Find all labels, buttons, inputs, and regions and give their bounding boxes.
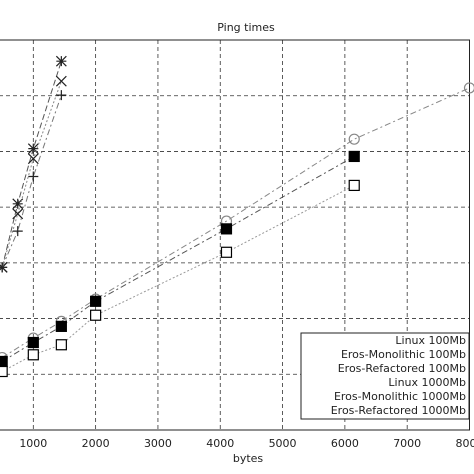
marker bbox=[27, 153, 39, 165]
marker bbox=[28, 171, 39, 182]
marker bbox=[27, 143, 39, 155]
marker bbox=[90, 309, 102, 321]
x-tick-label: 5000 bbox=[269, 437, 297, 450]
marker bbox=[12, 198, 24, 210]
x-tick-label: 7000 bbox=[393, 437, 421, 450]
marker bbox=[55, 339, 67, 351]
marker bbox=[12, 226, 23, 237]
x-tick-label: 3000 bbox=[144, 437, 172, 450]
marker bbox=[90, 295, 102, 307]
legend-label: Linux 1000Mb bbox=[388, 376, 466, 389]
legend-box bbox=[300, 332, 470, 420]
marker bbox=[0, 365, 8, 378]
series-line bbox=[1, 61, 62, 268]
legend-label: Eros-Refactored 1000Mb bbox=[331, 404, 466, 417]
marker bbox=[348, 150, 360, 163]
legend-label: Linux 100Mb bbox=[395, 334, 466, 347]
x-tick-label: 6000 bbox=[331, 437, 359, 450]
x-tick-label: 2000 bbox=[82, 437, 110, 450]
marker bbox=[12, 208, 24, 220]
series-line bbox=[1, 81, 62, 268]
marker bbox=[56, 90, 67, 101]
series-line bbox=[1, 87, 470, 358]
chart-title: Ping times bbox=[217, 21, 275, 34]
x-tick-label: 4000 bbox=[206, 437, 234, 450]
marker bbox=[348, 179, 360, 192]
marker bbox=[55, 55, 67, 67]
marker bbox=[0, 355, 8, 368]
legend-label: Eros-Monolithic 100Mb bbox=[341, 348, 466, 361]
marker bbox=[27, 336, 39, 349]
series-line bbox=[1, 94, 62, 268]
marker bbox=[220, 246, 233, 258]
marker bbox=[463, 82, 474, 94]
marker bbox=[55, 320, 67, 332]
x-tick-label: 1000 bbox=[19, 437, 47, 450]
series-line bbox=[1, 156, 355, 362]
x-tick-label: 8000 bbox=[456, 437, 474, 450]
marker bbox=[0, 262, 8, 273]
marker bbox=[220, 223, 233, 235]
marker bbox=[27, 349, 39, 361]
legend-label: Eros-Monolithic 1000Mb bbox=[334, 390, 466, 403]
legend-label: Eros-Refactored 100Mb bbox=[338, 362, 466, 375]
marker bbox=[55, 75, 67, 87]
plot-frame bbox=[0, 39, 470, 431]
marker bbox=[348, 133, 360, 145]
x-axis-label: bytes bbox=[233, 452, 264, 465]
